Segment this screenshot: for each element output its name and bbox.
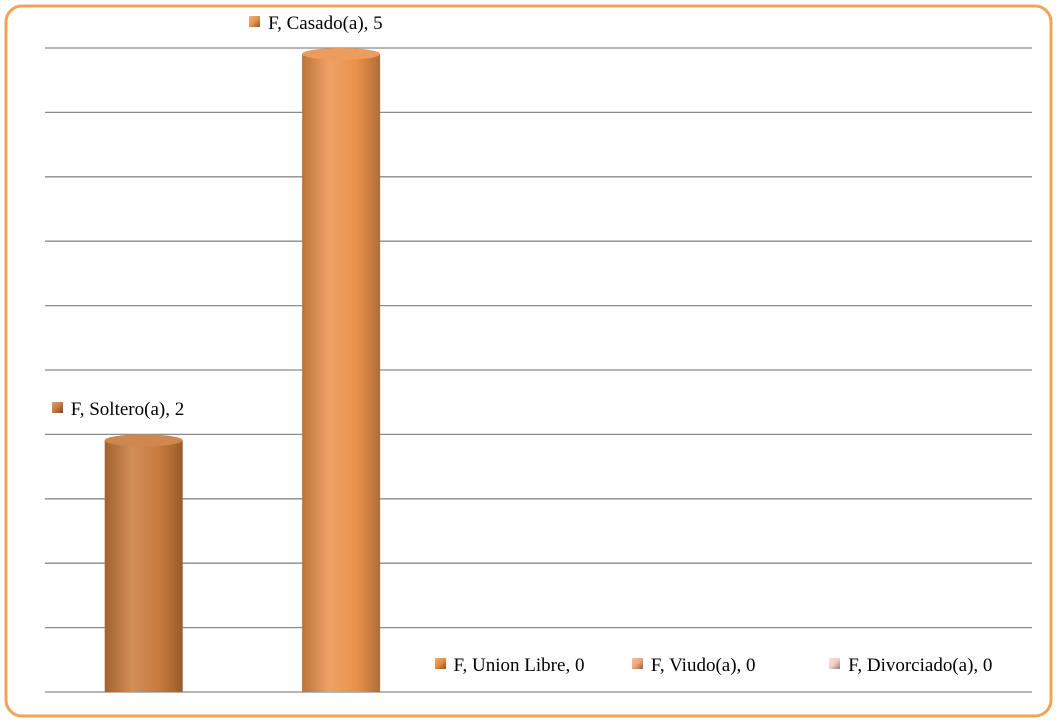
legend-marker bbox=[434, 658, 446, 669]
legend-marker bbox=[829, 658, 841, 669]
data-label: F, Soltero(a), 2 bbox=[70, 399, 185, 421]
bar-top bbox=[104, 434, 183, 447]
chart-border bbox=[4, 4, 1053, 718]
data-label-box: F, Soltero(a), 2 bbox=[51, 398, 185, 422]
bar-body bbox=[104, 440, 183, 692]
data-label: F, Viudo(a), 0 bbox=[650, 655, 756, 676]
bar bbox=[302, 48, 381, 692]
legend-marker bbox=[631, 658, 643, 669]
data-label: F, Divorciado(a), 0 bbox=[848, 655, 993, 676]
data-label-box: F, Divorciado(a), 0 bbox=[829, 654, 992, 678]
data-label-box: F, Viudo(a), 0 bbox=[631, 654, 756, 678]
data-label: F, Casado(a), 5 bbox=[268, 13, 383, 34]
data-label: F, Union Libre, 0 bbox=[453, 655, 585, 676]
legend-marker bbox=[51, 402, 63, 414]
bar bbox=[104, 434, 183, 692]
bar-body bbox=[302, 54, 381, 692]
data-label-box: F, Casado(a), 5 bbox=[249, 12, 383, 36]
bar-top bbox=[302, 48, 381, 60]
legend-marker bbox=[249, 16, 261, 27]
data-label-box: F, Union Libre, 0 bbox=[434, 654, 585, 678]
